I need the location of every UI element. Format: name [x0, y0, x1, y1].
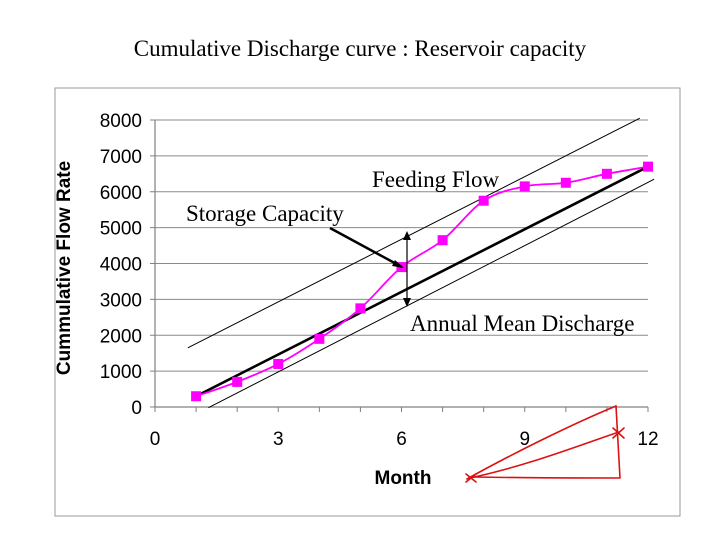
- data-point: [314, 333, 325, 344]
- y-tick-label: 4000: [100, 255, 142, 276]
- reference-line-lower-tangent: [208, 178, 655, 409]
- y-tick-label: 8000: [100, 111, 142, 132]
- red-sketch: [465, 405, 625, 483]
- y-tick-label: 0: [131, 398, 142, 419]
- x-tick-label: 12: [637, 429, 658, 450]
- data-point: [273, 358, 284, 369]
- data-point: [601, 168, 612, 179]
- storage-capacity-arrow-bottom: [403, 298, 411, 307]
- data-point: [437, 235, 448, 246]
- reference-line-upper-tangent: [187, 117, 641, 349]
- data-point: [232, 376, 243, 387]
- y-tick-label: 6000: [100, 183, 142, 204]
- data-point: [478, 195, 489, 206]
- data-point: [519, 181, 530, 192]
- reference-lines: [187, 117, 655, 409]
- y-tick-label: 5000: [100, 219, 142, 240]
- y-tick-label: 2000: [100, 326, 142, 347]
- storage-capacity-arrow-top: [403, 231, 411, 240]
- y-tick-label: 7000: [100, 147, 142, 168]
- reference-line-mean: [195, 165, 649, 398]
- storage-capacity-pointer-head: [392, 260, 404, 268]
- annotation-feeding-flow: Feeding Flow: [372, 167, 500, 192]
- data-point: [560, 177, 571, 188]
- data-point: [191, 391, 202, 402]
- x-tick-label: 3: [273, 429, 284, 450]
- y-tick-label: 3000: [100, 290, 142, 311]
- grid: [155, 119, 648, 372]
- x-tick-label: 9: [519, 429, 530, 450]
- x-tick-label: 0: [150, 429, 161, 450]
- page-title: Cumulative Discharge curve : Reservoir c…: [133, 36, 587, 61]
- x-axis-label: Month: [375, 468, 432, 489]
- y-tick-label: 1000: [100, 362, 142, 383]
- data-point: [643, 161, 653, 172]
- annotation-storage-capacity: Storage Capacity: [186, 201, 344, 226]
- y-axis-label: Cummulative Flow Rate: [54, 161, 75, 375]
- axes: [150, 119, 649, 412]
- storage-capacity-pointer: [329, 226, 403, 269]
- tick-labels: 0 1000 2000 3000 4000 5000 6000 7000 8000 0 3 6 9 12: [100, 111, 659, 450]
- annotation-annual-mean-discharge: Annual Mean Discharge: [410, 311, 634, 336]
- data-point: [355, 303, 366, 314]
- x-tick-label: 6: [396, 429, 407, 450]
